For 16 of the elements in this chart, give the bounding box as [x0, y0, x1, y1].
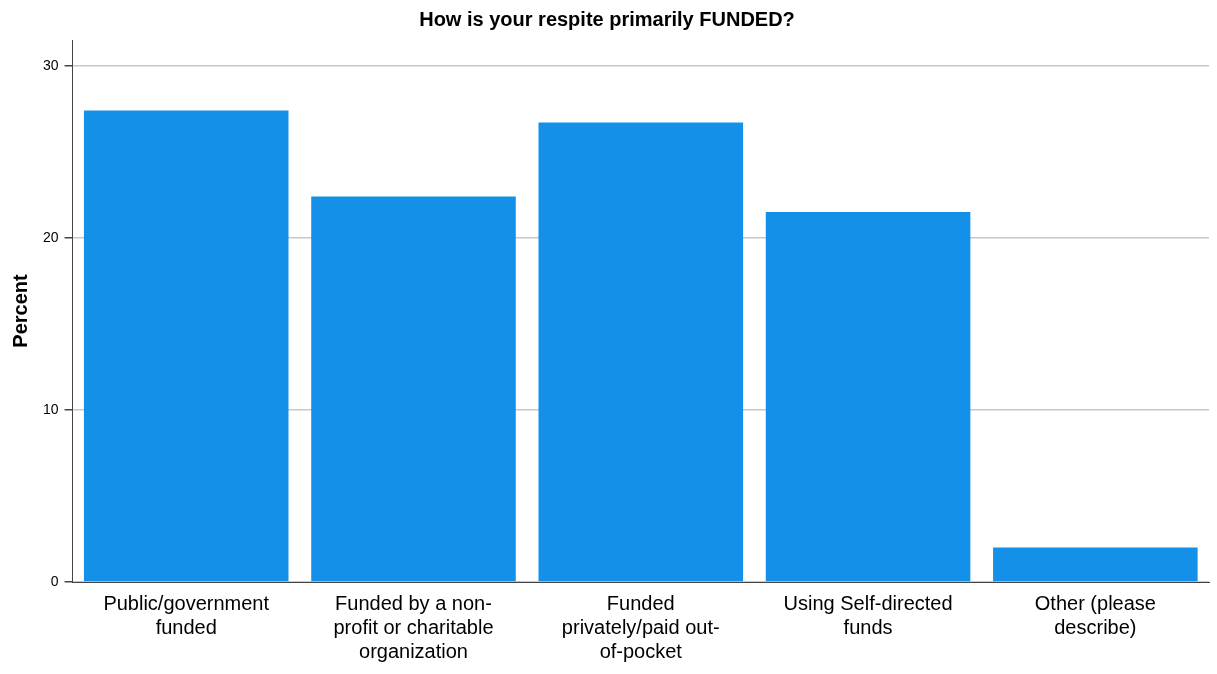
bar [538, 122, 744, 582]
x-tick-label: Funded by a non-profit or charitable organization [333, 591, 494, 662]
x-tick-label: Public/government funded [103, 591, 270, 638]
bar [311, 196, 516, 582]
y-axis-title: Percent [8, 273, 31, 348]
bar [993, 547, 1198, 582]
bar [83, 110, 289, 582]
y-tick-label: 0 [50, 572, 59, 589]
bar [765, 212, 971, 582]
y-tick-label: 30 [42, 56, 59, 73]
x-tick-label: Using Self-directed funds [783, 591, 953, 638]
x-tick-label: Funded privately/paid out-of-pocket [561, 591, 720, 662]
chart-title: How is your respite primarily FUNDED? [419, 7, 795, 30]
x-tick-label: Other (please describe) [1034, 591, 1156, 638]
y-tick-label: 20 [42, 228, 59, 245]
y-tick-label: 10 [42, 400, 59, 417]
